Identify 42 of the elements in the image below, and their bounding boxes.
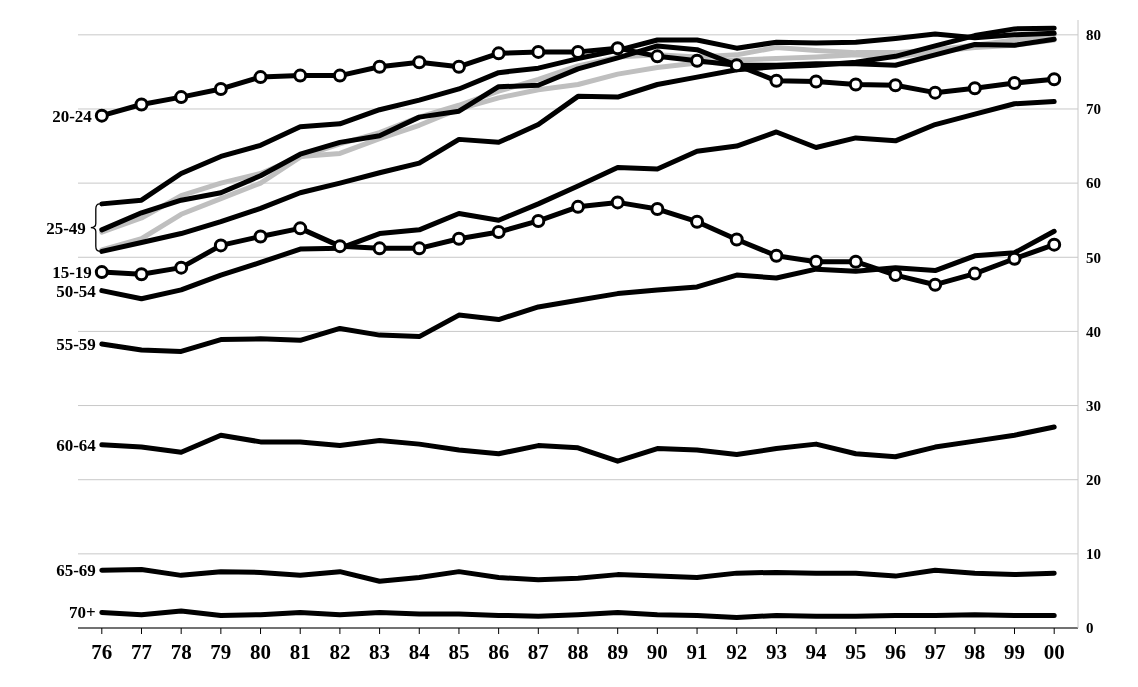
y-tick-label: 80	[1086, 27, 1101, 44]
y-tick-label: 20	[1086, 472, 1101, 489]
y-tick-label: 60	[1086, 175, 1101, 192]
x-tick-label: 99	[1004, 639, 1026, 664]
y-tick-label: 30	[1086, 397, 1101, 414]
series-label: 60-64	[56, 435, 97, 455]
x-tick-label: 97	[924, 639, 946, 664]
x-tick-label: 79	[210, 639, 232, 664]
x-tick-label: 90	[646, 639, 668, 664]
x-tick-label: 78	[170, 639, 192, 664]
y-tick-label: 40	[1086, 323, 1101, 340]
x-tick-label: 96	[884, 639, 906, 664]
x-tick-label: 98	[964, 639, 986, 664]
x-tick-label: 91	[686, 639, 708, 664]
series-label: 70+	[69, 603, 96, 623]
series-label: 15-19	[52, 263, 92, 283]
x-tick-label: 82	[329, 639, 351, 664]
x-tick-label: 86	[488, 639, 510, 664]
x-tick-label: 85	[448, 639, 470, 664]
y-tick-label: 50	[1086, 249, 1101, 266]
x-tick-label: 80	[250, 639, 272, 664]
series-label: 25-49	[46, 218, 86, 238]
x-tick-label: 81	[289, 639, 311, 664]
x-tick-label: 84	[408, 639, 431, 664]
x-tick-label: 88	[567, 639, 589, 664]
x-tick-label: 89	[607, 639, 629, 664]
x-tick-label: 95	[845, 639, 867, 664]
y-tick-label: 10	[1086, 546, 1101, 563]
x-tick-label: 87	[527, 639, 549, 664]
series-label: 50-54	[56, 281, 97, 301]
y-tick-label: 0	[1086, 620, 1094, 637]
series-label: 20-24	[52, 106, 93, 126]
x-tick-label: 94	[805, 639, 828, 664]
series-label: 65-69	[56, 561, 96, 581]
x-tick-label: 92	[726, 639, 748, 664]
series-label: 55-59	[56, 334, 96, 354]
y-tick-label: 70	[1086, 101, 1101, 118]
x-tick-label: 76	[91, 639, 113, 664]
x-tick-label: 77	[130, 639, 152, 664]
x-tick-label: 00	[1043, 639, 1065, 664]
x-tick-label: 93	[765, 639, 787, 664]
x-tick-label: 83	[369, 639, 391, 664]
